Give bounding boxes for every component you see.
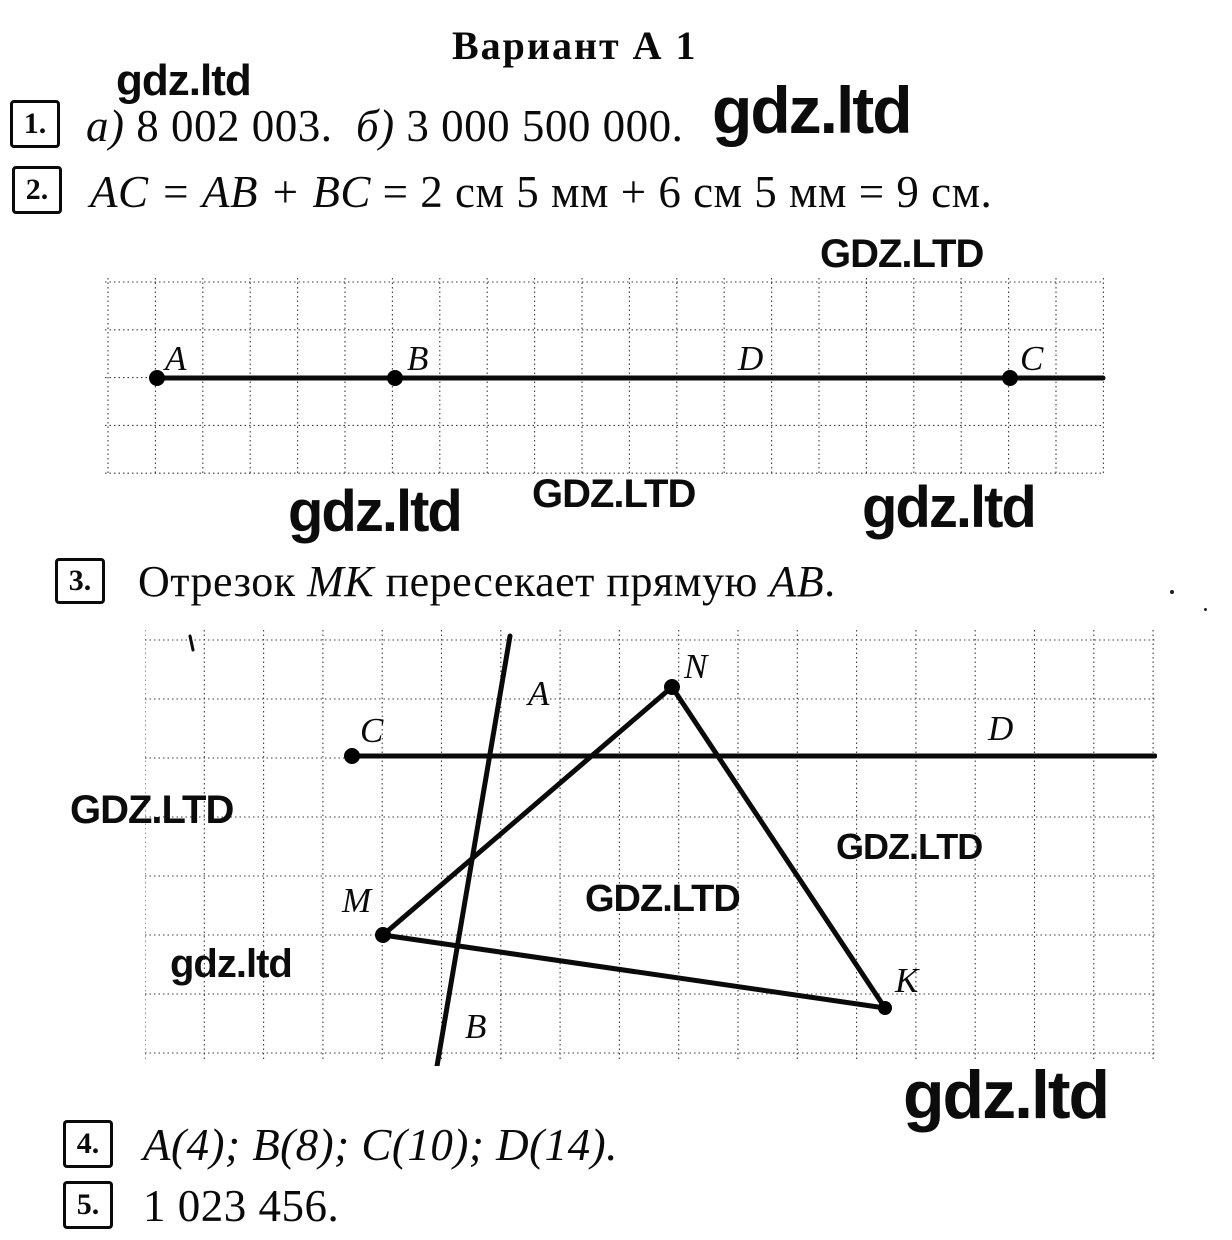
problem2-number-box: 2.: [12, 166, 62, 214]
problem2-expression-rest: = 2 см 5 мм + 6 см 5 мм = 9 см.: [370, 167, 993, 217]
problem2-number: 2.: [25, 173, 49, 206]
watermark-top-left: gdz.ltd: [116, 56, 252, 105]
problem4-number: 4.: [76, 1127, 100, 1160]
diagram2-gridlines: [145, 630, 1155, 1060]
diagram1-point-b: [387, 370, 403, 386]
problem5-number: 5.: [76, 1188, 100, 1221]
problem1-label-a: а): [86, 101, 137, 151]
watermark-diagram2-right: GDZ.LTD: [836, 826, 983, 867]
diagram2-label-d: D: [987, 709, 1013, 748]
diagram1-label-b: B: [407, 339, 428, 378]
diagram2-point-c: [344, 748, 360, 764]
problem1-value-a: 8 002 003.: [136, 101, 333, 151]
watermark-diagram2-center: GDZ.LTD: [585, 878, 741, 920]
watermark-problem1-right: gdz.ltd: [712, 73, 913, 147]
problem4-number-box: 4.: [63, 1120, 113, 1168]
problem1-number: 1.: [23, 107, 47, 140]
problem3-answer: Отрезок MK пересекает прямую AB.: [138, 556, 836, 607]
diagram2-label-a: A: [526, 674, 550, 713]
diagram2-segment-nk: [669, 684, 888, 1011]
diagram2-label-c: C: [360, 711, 384, 750]
watermark-mid-right: gdz.ltd: [862, 475, 1037, 540]
diagram2-point-k: [878, 1001, 892, 1015]
problem1-answer: а) 8 002 003. б) 3 000 500 000.: [86, 100, 683, 152]
diagram1-label-d: D: [737, 339, 763, 378]
watermark-diagram2-left: GDZ.LTD: [70, 788, 234, 832]
diagram2-label-k: K: [894, 961, 920, 1000]
problem3-text-1: Отрезок: [138, 557, 308, 606]
problem1-label-b: б): [332, 101, 407, 151]
diagram2-line-ab: [434, 633, 513, 1066]
watermark-bottom-right: gdz.ltd: [903, 1057, 1110, 1133]
diagram1-label-c: C: [1020, 339, 1044, 378]
diagram2-point-m: [375, 927, 391, 943]
page-title: Вариант А 1: [452, 23, 698, 68]
diagram1-point-c: [1002, 370, 1018, 386]
problem1-value-b: 3 000 500 000.: [406, 101, 684, 151]
diagram2-graph-paper: C D A B M N K: [145, 630, 1157, 1066]
problem3-text-2: пересекает прямую: [374, 557, 770, 606]
problem3-line-name: AB: [769, 557, 825, 606]
problem3-text-end: .: [824, 557, 836, 606]
watermark-above-diagram1: GDZ.LTD: [820, 232, 984, 276]
problem3-number-box: 3.: [55, 558, 105, 604]
problem2-answer: AC = AB + BC = 2 см 5 мм + 6 см 5 мм = 9…: [90, 166, 992, 218]
watermark-diagram2-small: gdz.ltd: [170, 942, 293, 986]
problem1-number-box: 1.: [10, 100, 60, 148]
diagram1-graph-paper: A B D C: [105, 278, 1106, 476]
problem5-number-box: 5.: [63, 1181, 113, 1229]
diagram1-label-a: A: [163, 339, 187, 378]
scan-speck: [1204, 608, 1207, 611]
problem2-expression-vars: AC = AB + BC: [90, 167, 371, 217]
diagram2-point-n: [664, 679, 680, 695]
problem4-answer: A(4); B(8); C(10); D(14).: [143, 1120, 618, 1170]
watermark-mid-left: gdz.ltd: [288, 479, 463, 544]
diagram1-point-a: [149, 370, 165, 386]
watermark-mid-caps: GDZ.LTD: [532, 472, 696, 516]
diagram2-label-m: M: [341, 881, 373, 920]
diagram2-segment-mn: [380, 684, 675, 938]
diagram2-pen-mark: [188, 634, 195, 652]
diagram2-label-b: B: [465, 1007, 486, 1046]
problem5-answer: 1 023 456.: [143, 1181, 340, 1231]
diagram2-label-n: N: [683, 647, 709, 686]
diagram2-segment-mk: [380, 932, 888, 1011]
scan-speck: [1170, 590, 1174, 594]
problem3-number: 3.: [68, 564, 92, 597]
problem3-segment-name: MK: [307, 557, 375, 606]
